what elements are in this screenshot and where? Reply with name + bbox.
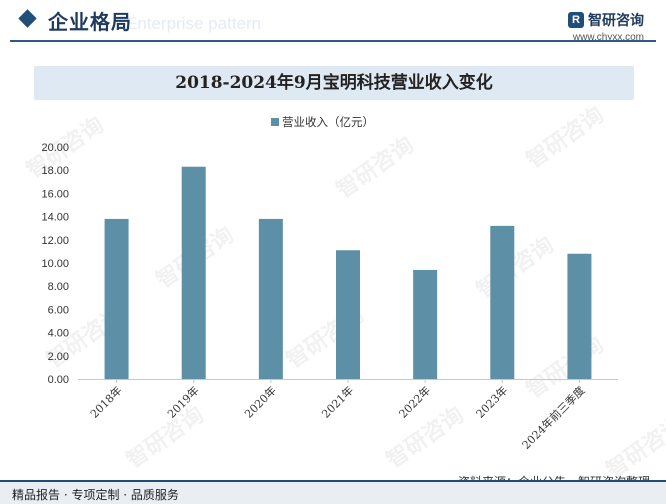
brand: R 智研咨询 www.chyxx.com [568,10,644,43]
bar [181,166,206,379]
bar [258,218,283,379]
footer-stripe [0,480,666,482]
header-divider [10,40,656,42]
bar [413,269,438,379]
x-tick-label: 2019年 [164,383,201,420]
chart-title: 2018-2024年9月宝明科技营业收入变化 [175,73,493,93]
footer: 资料来源：企业公告、智研咨询整理 精品报告 · 专项定制 · 品质服务 [0,470,666,504]
brand-name: 智研咨询 [588,13,644,29]
y-tick-label: 18.00 [41,165,69,177]
x-tick-label: 2023年 [473,383,510,420]
y-tick-label: 14.00 [41,212,69,224]
y-tick-label: 10.00 [41,258,69,270]
x-tick-label: 2024年前三季度 [519,383,588,452]
y-tick-label: 12.00 [41,235,69,247]
bar [336,250,360,379]
bar [490,225,515,379]
y-tick-label: 16.00 [41,188,69,200]
footer-band [0,482,666,504]
bar [104,218,129,379]
legend-label: 营业收入（亿元） [282,115,374,129]
y-tick-label: 6.00 [48,304,69,316]
legend: 营业收入（亿元） [271,114,374,130]
y-tick-label: 2.00 [48,351,69,363]
brand-url: www.chyxx.com [572,32,644,43]
x-tick-label: 2021年 [319,383,356,420]
services-tagline: 精品报告 · 专项定制 · 品质服务 [12,488,179,502]
bar-chart: 0.00 2.00 4.00 6.00 8.00 10.00 12.00 14.00 16.00… [41,142,618,452]
y-tick-label: 0.00 [48,374,69,386]
x-tick-label: 2018年 [87,383,124,420]
y-tick-label: 8.00 [48,281,69,293]
bar [567,253,592,379]
x-tick-label: 2022年 [396,383,433,420]
section-title: 企业格局 [48,10,132,34]
y-tick-label: 20.00 [41,142,69,154]
brand-logo-icon: R [568,12,584,28]
x-tick-label: 2020年 [242,383,279,420]
header: Enterprise pattern 企业格局 R 智研咨询 www.chyxx… [0,0,666,46]
y-tick-label: 4.00 [48,328,69,340]
chart-title-band: 2018-2024年9月宝明科技营业收入变化 [34,66,634,100]
header-ghost-text: Enterprise pattern [126,14,262,33]
legend-swatch [271,118,279,126]
